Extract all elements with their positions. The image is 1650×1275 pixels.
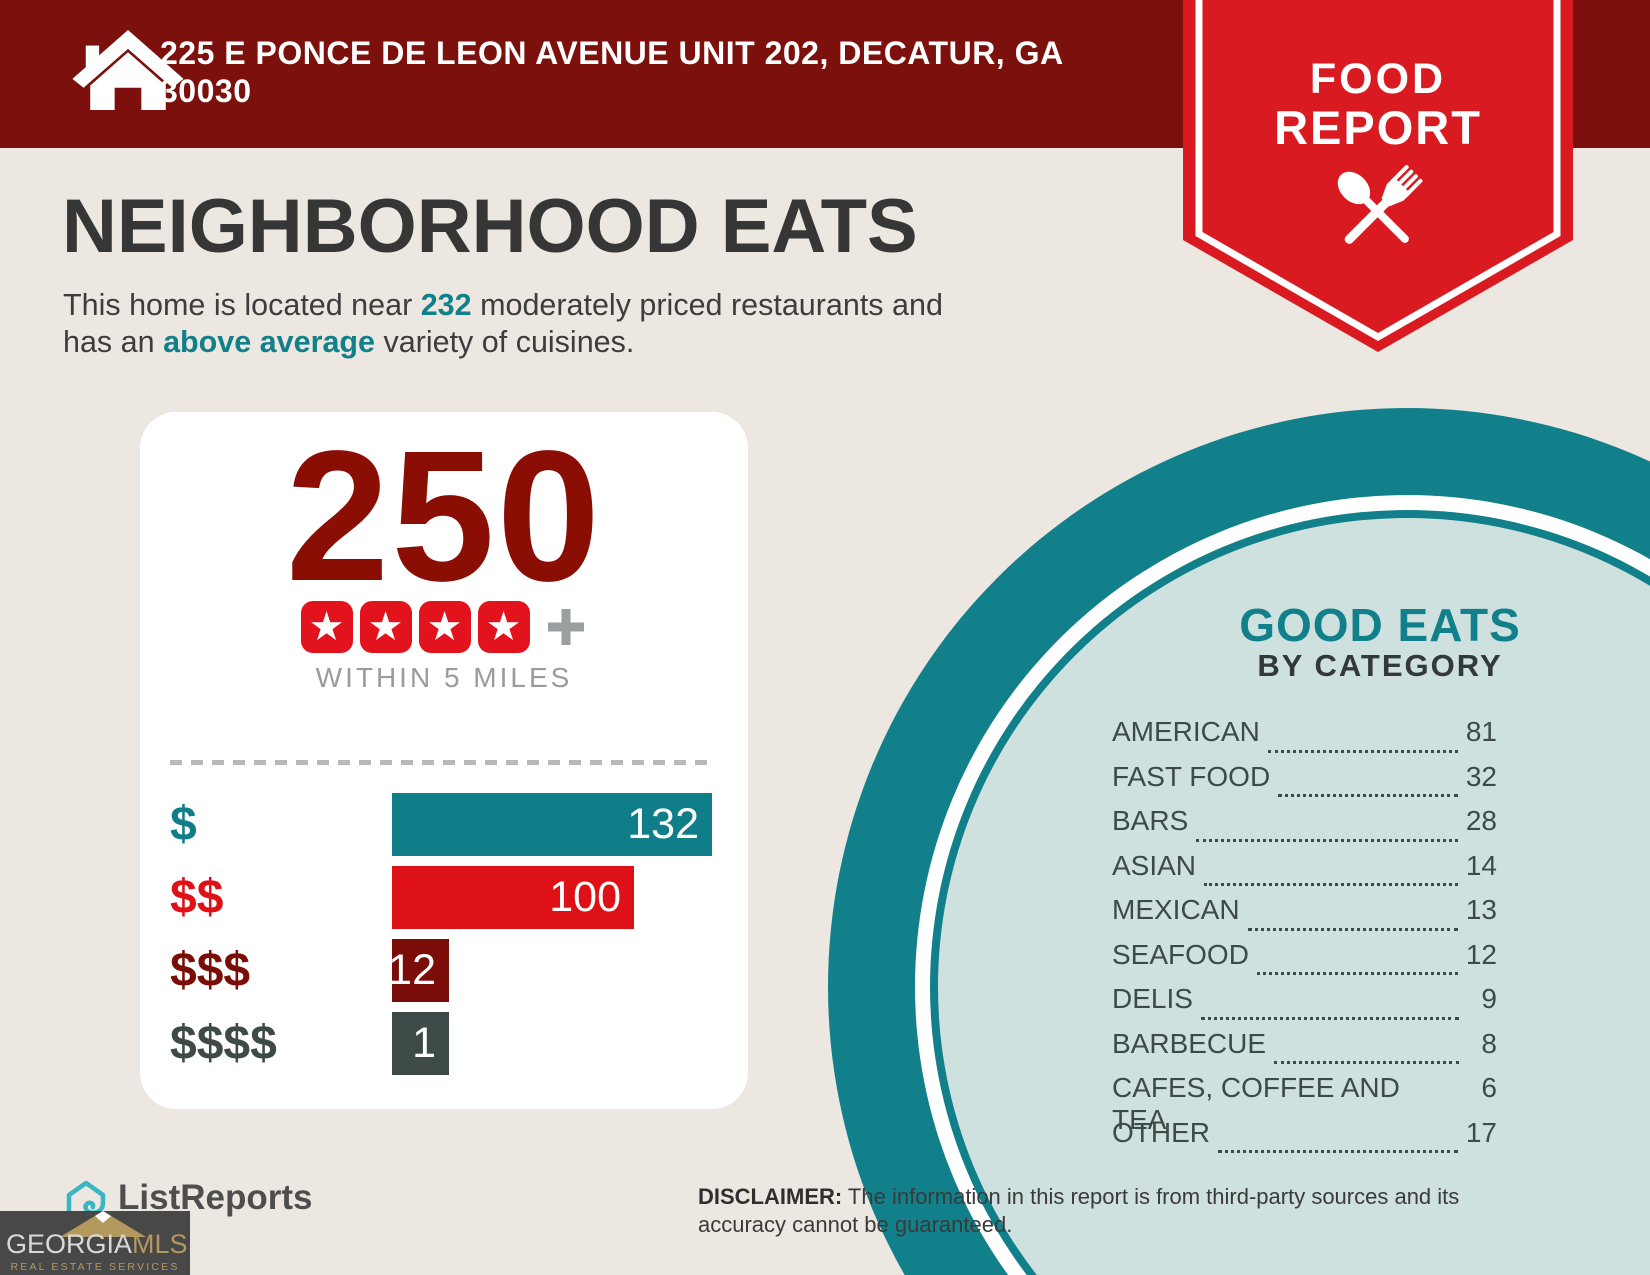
list-item: MEXICAN 13: [1112, 894, 1497, 939]
mls-tagline: REAL ESTATE SERVICES: [10, 1261, 180, 1273]
listreports-wordmark: ListReports: [118, 1178, 313, 1217]
ribbon-line1: FOOD: [1310, 55, 1446, 103]
price-tier-row: $ 132: [170, 793, 748, 856]
dotted-leader: [1267, 749, 1458, 753]
disclaimer-label: DISCLAIMER:: [698, 1184, 843, 1209]
home-icon: [72, 30, 184, 110]
dotted-leader: [1196, 838, 1458, 842]
price-tier-label: $$$$: [170, 1017, 277, 1070]
list-item: FAST FOOD 32: [1112, 761, 1497, 806]
star-icon: ★: [418, 601, 471, 653]
address-line2: 30030: [160, 73, 252, 109]
star-icon: ★: [477, 601, 530, 653]
good-eats-list: AMERICAN 81 FAST FOOD 32 BARS 28 ASIAN 14 ME…: [1112, 716, 1497, 1161]
food-report-ribbon: FOOD REPORT: [1183, 0, 1573, 352]
mountain-icon: [60, 1211, 146, 1237]
plus-icon: [547, 609, 584, 645]
dotted-leader: [1274, 1061, 1459, 1064]
address-line1: 225 E PONCE DE LEON AVENUE UNIT 202, DEC…: [160, 35, 1064, 71]
intro-line2: has an above average variety of cuisines…: [63, 325, 635, 359]
intro-text: This home is located near 232 moderately…: [63, 287, 943, 361]
price-tier-chart: $ 132 $$ 100 $$$ 12 $$$$ 1: [170, 793, 748, 1075]
page-title: NEIGHBORHOOD EATS: [62, 184, 918, 269]
property-address: 225 E PONCE DE LEON AVENUE UNIT 202, DEC…: [160, 34, 1064, 110]
star-icon: ★: [300, 601, 353, 653]
price-tier-row: $$ 100: [170, 866, 748, 929]
listreports-house-icon: [66, 1180, 106, 1216]
variety-highlight: above average: [163, 325, 375, 359]
list-item: OTHER 17: [1112, 1117, 1497, 1162]
rating-row: ★ ★ ★ ★: [140, 601, 748, 653]
mls-wordmark: GEORGIAMLS: [6, 1229, 188, 1259]
list-item: BARS 28: [1112, 805, 1497, 850]
price-tier-bar: 12: [388, 939, 449, 1002]
dotted-leader: [1278, 794, 1458, 797]
dotted-leader: [1200, 1016, 1459, 1020]
restaurant-count: 250: [285, 413, 603, 620]
disclaimer: DISCLAIMER: The information in this repo…: [698, 1184, 1460, 1237]
stats-card: 250 ★ ★ ★ ★ WITHIN 5 MILES $ 132 $$ 100 $$$…: [140, 412, 748, 1109]
price-tier-row: $$$$ 1: [170, 1012, 748, 1075]
good-eats-title: GOOD EATS: [1239, 599, 1521, 651]
price-tier-row: $$$ 12: [170, 939, 748, 1002]
dotted-leader: [1218, 1150, 1458, 1153]
dashed-divider: [170, 760, 713, 765]
price-tier-bar: 1: [392, 1012, 449, 1075]
list-item: CAFES, COFFEE AND TEA 6: [1112, 1072, 1497, 1135]
list-item: AMERICAN 81: [1112, 716, 1497, 761]
price-tier-bar: 100: [392, 866, 634, 929]
ribbon-line2: REPORT: [1274, 101, 1482, 154]
list-item: SEAFOOD 12: [1112, 939, 1497, 984]
georgia-mls-logo: GEORGIAMLS REAL ESTATE SERVICES: [0, 1211, 190, 1275]
list-item: DELIS 9: [1112, 983, 1497, 1028]
price-tier-label: $: [170, 798, 197, 851]
dotted-leader: [1256, 972, 1458, 975]
list-item: BARBECUE 8: [1112, 1028, 1497, 1073]
price-tier-bar: 132: [392, 793, 712, 856]
price-tier-label: $$$: [170, 944, 251, 997]
listreports-logo: ListReports: [64, 1180, 312, 1216]
dotted-leader: [1247, 927, 1458, 931]
star-icon: ★: [359, 601, 412, 653]
spoon-fork-icon: [1337, 165, 1423, 244]
dotted-leader: [1204, 883, 1458, 886]
radius-label: WITHIN 5 MILES: [315, 662, 573, 693]
price-tier-label: $$: [170, 871, 224, 924]
good-eats-subtitle: BY CATEGORY: [1257, 648, 1503, 683]
restaurant-count-highlight: 232: [420, 288, 472, 322]
intro-line1: This home is located near 232 moderately…: [63, 288, 943, 322]
star-rating: ★ ★ ★ ★: [300, 601, 530, 653]
list-item: ASIAN 14: [1112, 850, 1497, 895]
